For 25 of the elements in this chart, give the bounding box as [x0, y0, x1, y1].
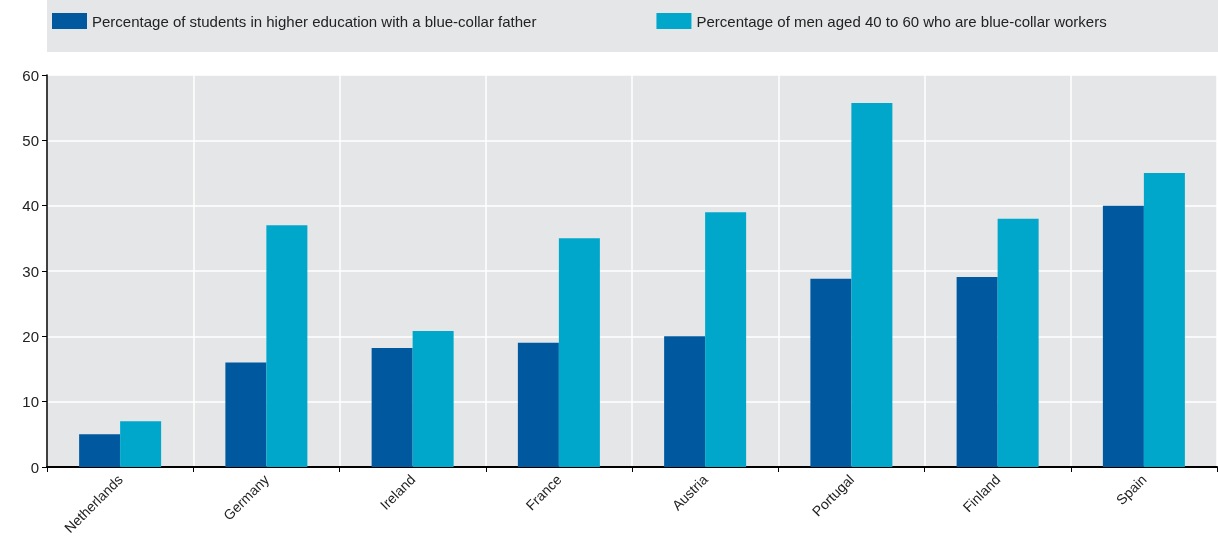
y-tick-label: 10: [22, 393, 39, 411]
y-tick-label: 0: [30, 458, 39, 476]
bar: [810, 278, 852, 467]
y-tick-label: 30: [22, 262, 39, 280]
y-tick-label: 20: [22, 327, 39, 345]
bar: [705, 212, 747, 467]
y-tick-label: 60: [22, 66, 39, 84]
bar: [1143, 173, 1185, 467]
bar: [79, 434, 121, 467]
bar: [412, 331, 454, 467]
bar: [1102, 205, 1144, 467]
legend-label: Percentage of men aged 40 to 60 who are blue-collar workers: [696, 12, 1107, 30]
bar: [956, 276, 998, 467]
bar: [120, 421, 162, 467]
y-tick-label: 50: [22, 131, 39, 149]
y-tick-label: 40: [22, 197, 39, 215]
bar: [517, 342, 559, 467]
bar: [558, 238, 600, 467]
bar: [371, 348, 413, 467]
bar: [225, 362, 267, 467]
bar: [664, 336, 706, 467]
bar: [851, 103, 893, 467]
bar: [997, 218, 1039, 467]
bar: [266, 225, 308, 467]
legend-label: Percentage of students in higher education with a blue-collar father: [92, 12, 537, 30]
